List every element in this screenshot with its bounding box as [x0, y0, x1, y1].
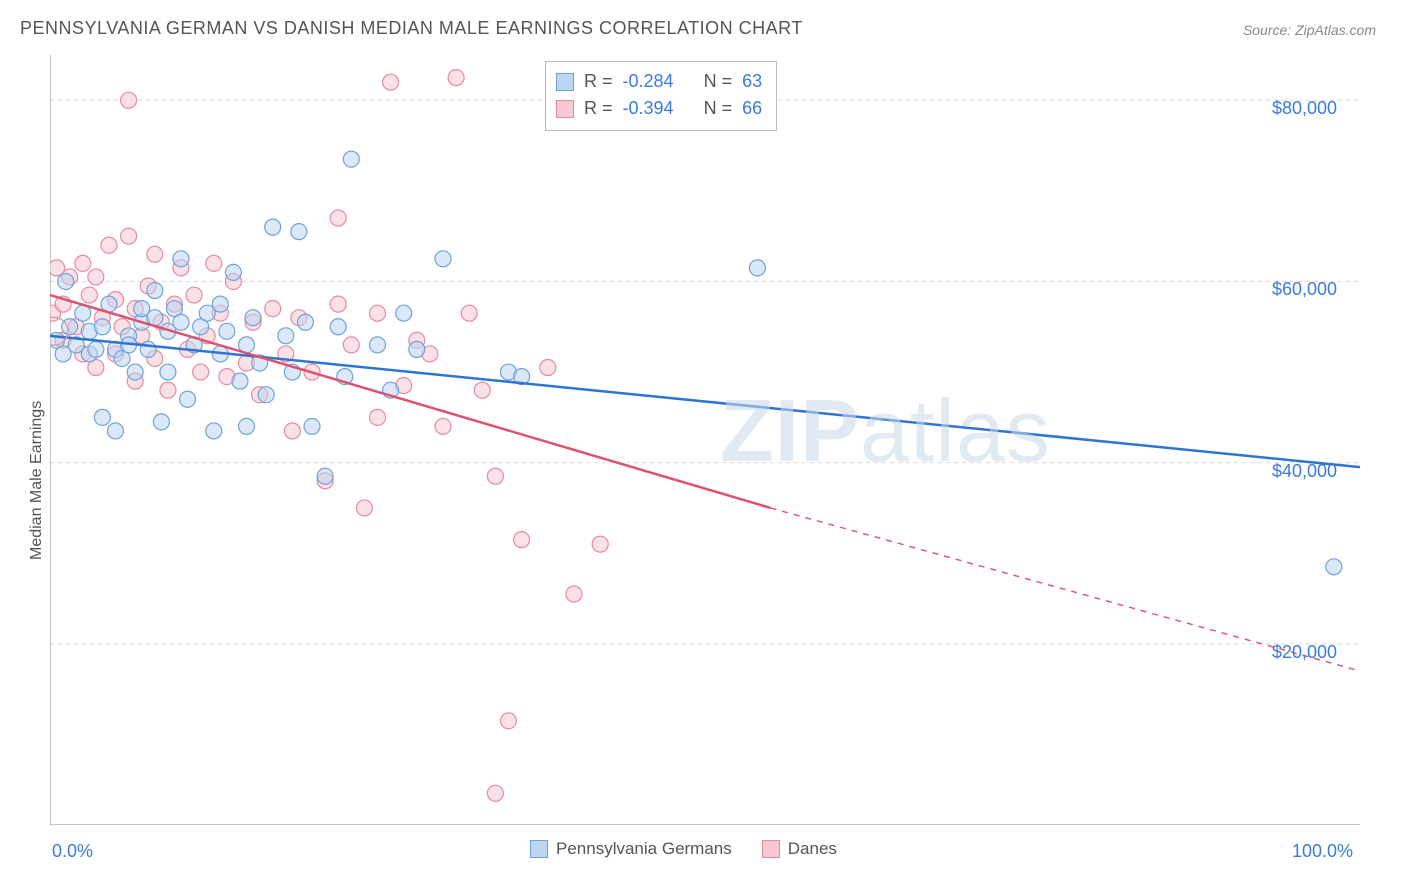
- chart-title: PENNSYLVANIA GERMAN VS DANISH MEDIAN MAL…: [20, 18, 803, 39]
- r-label: R =: [584, 68, 613, 95]
- legend-label: Pennsylvania Germans: [556, 839, 732, 859]
- legend-swatch: [530, 840, 548, 858]
- y-tick-label: $60,000: [1272, 279, 1337, 300]
- r-label: R =: [584, 95, 613, 122]
- y-tick-label: $20,000: [1272, 642, 1337, 663]
- correlation-legend: R = -0.284 N = 63 R = -0.394 N = 66: [545, 61, 777, 131]
- series-swatch: [556, 73, 574, 91]
- y-axis-label: Median Male Earnings: [28, 401, 46, 560]
- legend-item: Pennsylvania Germans: [530, 839, 732, 859]
- n-value: 63: [742, 68, 762, 95]
- correlation-row: R = -0.394 N = 66: [556, 95, 762, 122]
- x-tick-left: 0.0%: [52, 841, 93, 862]
- n-label: N =: [704, 68, 733, 95]
- legend-swatch: [762, 840, 780, 858]
- series-swatch: [556, 100, 574, 118]
- legend-label: Danes: [788, 839, 837, 859]
- y-tick-label: $40,000: [1272, 461, 1337, 482]
- series-legend: Pennsylvania Germans Danes: [530, 839, 837, 859]
- legend-item: Danes: [762, 839, 837, 859]
- x-tick-right: 100.0%: [1292, 841, 1353, 862]
- n-value: 66: [742, 95, 762, 122]
- source-label: Source: ZipAtlas.com: [1243, 22, 1376, 38]
- scatter-plot: [50, 55, 1360, 825]
- correlation-row: R = -0.284 N = 63: [556, 68, 762, 95]
- r-value: -0.284: [623, 68, 674, 95]
- n-label: N =: [704, 95, 733, 122]
- r-value: -0.394: [623, 95, 674, 122]
- y-tick-label: $80,000: [1272, 98, 1337, 119]
